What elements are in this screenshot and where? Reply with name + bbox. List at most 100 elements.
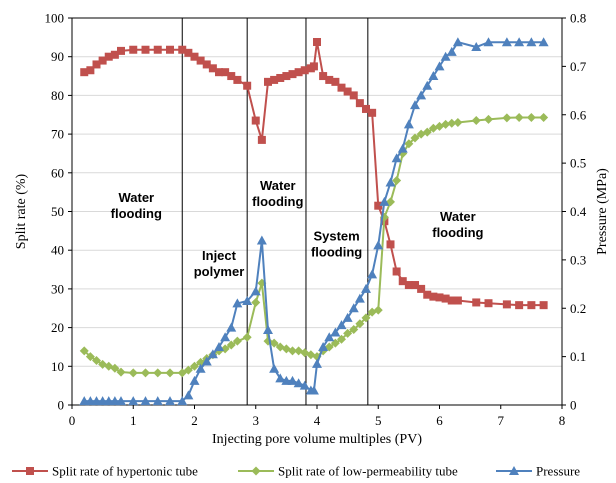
data-point-hypertonic xyxy=(129,45,138,54)
y-left-tick-label: 10 xyxy=(51,359,64,374)
data-point-hypertonic xyxy=(98,56,107,65)
data-point-hypertonic xyxy=(404,281,413,290)
phase-annotation-line: Water xyxy=(118,190,154,205)
y-axis-left-title: Split rate (%) xyxy=(14,173,29,249)
data-point-pressure xyxy=(361,283,371,293)
data-point-low-permeability xyxy=(422,127,432,137)
y-right-tick-label: 0.7 xyxy=(570,59,587,74)
data-point-pressure xyxy=(452,37,463,47)
y-left-tick-label: 0 xyxy=(58,398,65,413)
data-point-pressure xyxy=(514,37,525,47)
data-point-low-permeability xyxy=(226,340,236,350)
data-point-pressure xyxy=(269,363,280,373)
legend-label-pressure: Pressure xyxy=(536,464,580,479)
data-point-pressure xyxy=(116,396,126,406)
data-point-pressure xyxy=(293,378,304,388)
data-point-low-permeability xyxy=(373,305,383,315)
data-point-pressure xyxy=(308,385,319,395)
data-point-low-permeability xyxy=(502,113,512,123)
phase-annotation: Inject polymer xyxy=(194,248,245,279)
series-line-hypertonic xyxy=(83,41,544,307)
data-point-pressure xyxy=(318,341,329,351)
data-point-hypertonic xyxy=(178,45,187,54)
data-point-low-permeability xyxy=(190,361,199,371)
data-point-low-permeability xyxy=(220,344,230,354)
y-right-tick-label: 0.4 xyxy=(570,204,587,219)
x-tick-label: 6 xyxy=(436,413,443,428)
data-point-hypertonic xyxy=(368,108,377,117)
data-point-hypertonic xyxy=(386,240,395,249)
data-point-hypertonic xyxy=(251,116,260,125)
data-point-pressure xyxy=(501,37,512,47)
data-point-pressure xyxy=(446,46,457,56)
data-point-pressure xyxy=(195,363,206,373)
data-point-pressure xyxy=(207,349,218,359)
data-point-pressure xyxy=(440,51,451,61)
data-point-pressure xyxy=(397,143,408,153)
data-point-low-permeability xyxy=(165,368,175,378)
x-tick-label: 8 xyxy=(559,413,566,428)
phase-annotation-line: polymer xyxy=(194,264,245,279)
series-pressure xyxy=(79,37,549,406)
data-point-pressure xyxy=(348,303,359,313)
data-point-hypertonic xyxy=(343,87,352,96)
data-point-pressure xyxy=(165,396,175,406)
data-point-hypertonic xyxy=(309,62,318,71)
phase-annotation: System flooding xyxy=(311,229,362,260)
data-point-hypertonic xyxy=(141,45,150,54)
y-right-tick-label: 0.6 xyxy=(570,107,587,122)
phase-annotation-line: flooding xyxy=(432,225,483,240)
data-point-low-permeability xyxy=(269,338,279,348)
data-point-pressure xyxy=(379,196,390,206)
y-left-tick-label: 20 xyxy=(51,320,64,335)
data-point-hypertonic xyxy=(472,298,481,307)
data-point-hypertonic xyxy=(337,83,346,92)
data-point-pressure xyxy=(385,177,396,187)
data-point-pressure xyxy=(367,269,378,279)
series-layer xyxy=(79,37,549,406)
x-tick-label: 3 xyxy=(253,413,260,428)
gridlines xyxy=(72,56,562,367)
data-point-pressure xyxy=(391,153,402,163)
data-point-low-permeability xyxy=(539,112,549,122)
data-point-pressure xyxy=(263,325,273,335)
phase-annotation-line: Water xyxy=(440,209,476,224)
triangle-marker-icon xyxy=(509,466,519,475)
data-point-pressure xyxy=(242,295,253,305)
data-point-hypertonic xyxy=(276,73,285,82)
data-point-hypertonic xyxy=(257,135,266,144)
legend-label-low-permeability: Split rate of low-permeability tube xyxy=(278,464,458,479)
data-point-low-permeability xyxy=(453,117,463,127)
data-point-hypertonic xyxy=(515,301,524,310)
phase-annotation-line: Water xyxy=(260,178,296,193)
data-point-pressure xyxy=(299,380,310,390)
data-point-pressure xyxy=(354,293,365,303)
data-point-hypertonic xyxy=(92,60,101,69)
data-point-pressure xyxy=(287,375,298,385)
data-point-hypertonic xyxy=(86,66,95,75)
phase-annotation: Water flooding xyxy=(252,178,303,209)
data-point-pressure xyxy=(201,356,212,366)
data-point-pressure xyxy=(214,341,224,351)
data-point-hypertonic xyxy=(429,292,438,301)
phase-annotation-line: System xyxy=(313,229,359,244)
data-point-hypertonic xyxy=(117,46,125,55)
data-point-pressure xyxy=(275,373,286,383)
data-point-hypertonic xyxy=(319,72,328,81)
y-left-tick-label: 60 xyxy=(51,165,64,180)
data-point-hypertonic xyxy=(392,267,401,276)
data-point-low-permeability xyxy=(526,112,536,122)
phase-annotation: Water flooding xyxy=(432,209,483,240)
data-point-low-permeability xyxy=(85,352,95,362)
diamond-marker-icon xyxy=(251,466,261,476)
data-point-pressure xyxy=(428,71,439,81)
data-point-hypertonic xyxy=(423,290,432,299)
data-point-pressure xyxy=(232,298,243,308)
data-point-pressure xyxy=(526,37,537,47)
data-point-low-permeability xyxy=(79,346,89,356)
data-point-pressure xyxy=(140,396,151,406)
data-point-pressure xyxy=(128,396,139,406)
x-tick-label: 2 xyxy=(191,413,198,428)
data-point-hypertonic xyxy=(453,296,462,305)
